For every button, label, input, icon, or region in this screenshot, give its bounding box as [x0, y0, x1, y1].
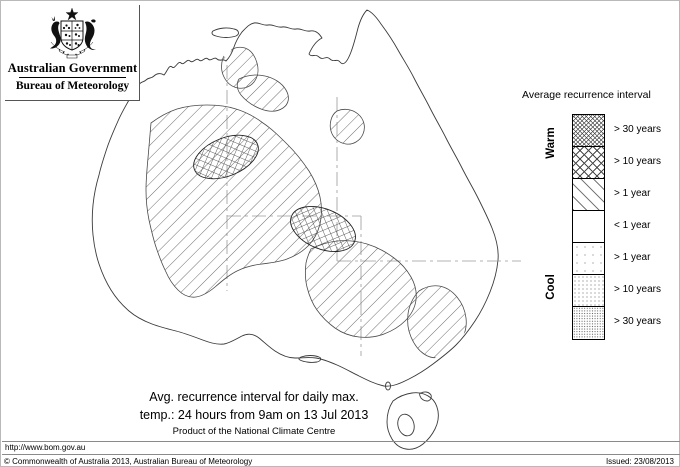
map-svg [91, 9, 521, 450]
bom-url[interactable]: http://www.bom.gov.au [5, 443, 86, 452]
legend-label-under-1y: < 1 year [614, 220, 651, 231]
legend-label-cool-10y: > 10 years [614, 284, 661, 295]
legend-title: Average recurrence interval [522, 89, 651, 101]
nt-core-ellipse [193, 134, 259, 180]
caption-line-3: Product of the National Climate Centre [172, 426, 336, 437]
legend-label-cool-30y: > 30 years [614, 316, 661, 327]
legend-swatch-cool-30y[interactable] [573, 307, 604, 339]
warm-10year-cores [193, 134, 356, 252]
australian-coat-of-arms-icon [50, 7, 96, 59]
legend-swatch-cool-1y[interactable] [573, 243, 604, 275]
legend-swatch-warm-10y[interactable] [573, 147, 604, 179]
islands-and-tasmania [211, 27, 439, 450]
legend-swatch-warm-1y[interactable] [573, 179, 604, 211]
legend-label-warm-1y: > 1 year [614, 188, 651, 199]
legend-bar [572, 114, 605, 340]
legend: Average recurrence interval Warm Cool > … [509, 89, 679, 349]
map-caption: Avg. recurrence interval for daily max. … [89, 389, 419, 439]
legend-label-warm-10y: > 10 years [614, 156, 661, 167]
qld-core-ellipse [290, 206, 356, 252]
agency-label: Bureau of Meteorology [15, 80, 130, 92]
government-label: Australian Government [7, 61, 138, 75]
caption-line-1: Avg. recurrence interval for daily max. [149, 390, 359, 404]
legend-swatch-under-1y[interactable] [573, 211, 604, 243]
warm-1year-regions [145, 46, 467, 359]
australia-map [1, 1, 521, 461]
legend-label-warm-30y: > 30 years [614, 124, 661, 135]
legend-group-cool: Cool [545, 274, 557, 300]
legend-swatch-cool-10y[interactable] [573, 275, 604, 307]
legend-swatch-warm-30y[interactable] [573, 115, 604, 147]
brand-block: Australian Government Bureau of Meteorol… [5, 5, 140, 101]
copyright-notice: © Commonwealth of Australia 2013, Austra… [4, 457, 253, 466]
brand-divider [19, 77, 126, 78]
legend-group-warm: Warm [545, 127, 557, 159]
url-band [2, 441, 680, 455]
caption-line-2: temp.: 24 hours from 9am on 13 Jul 2013 [139, 408, 369, 422]
coastline-mainland [91, 9, 499, 387]
issued-date: Issued: 23/08/2013 [605, 457, 674, 466]
legend-label-cool-1y: > 1 year [614, 252, 651, 263]
